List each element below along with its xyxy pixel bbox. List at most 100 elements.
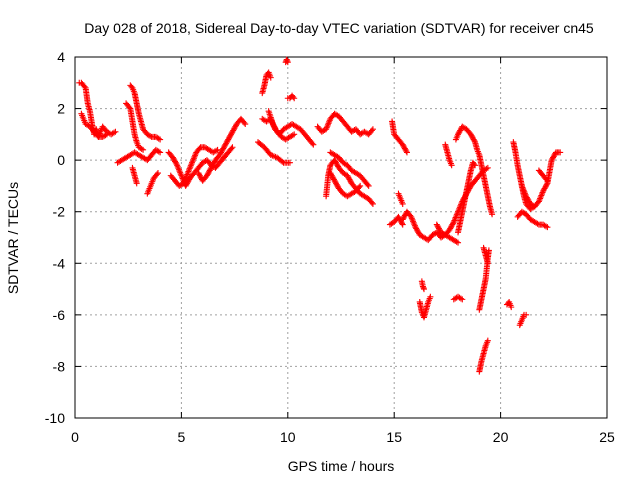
data-point: [489, 211, 496, 218]
data-point: [346, 176, 353, 183]
data-marks: [76, 56, 564, 375]
data-point: [272, 126, 279, 133]
data-track: [395, 190, 406, 207]
data-point: [241, 119, 248, 126]
data-point: [471, 161, 477, 168]
y-tick-label: 4: [57, 49, 65, 65]
data-point: [290, 93, 297, 100]
data-point: [403, 149, 410, 156]
data-point: [227, 132, 234, 139]
data-track: [323, 157, 376, 207]
data-point: [328, 172, 335, 179]
data-point: [334, 182, 341, 189]
data-point: [447, 225, 454, 232]
data-point: [196, 172, 203, 179]
data-track: [416, 293, 434, 321]
data-point: [103, 131, 110, 138]
data-point: [172, 158, 179, 165]
data-point: [328, 171, 335, 178]
data-point: [550, 154, 557, 161]
data-track: [450, 293, 466, 303]
x-tick-label: 10: [280, 429, 296, 445]
data-point: [550, 153, 557, 160]
data-point: [140, 146, 147, 153]
data-point: [126, 104, 133, 111]
data-point: [272, 124, 279, 131]
data-track: [452, 123, 496, 218]
data-point: [333, 180, 340, 187]
data-point: [204, 171, 211, 178]
data-point: [270, 122, 277, 129]
data-track: [514, 208, 551, 231]
data-point: [284, 59, 291, 66]
data-point: [449, 221, 456, 228]
data-track: [516, 311, 530, 329]
data-point: [279, 158, 286, 165]
data-point: [208, 164, 215, 171]
data-point: [203, 172, 210, 179]
data-point: [455, 239, 462, 246]
x-tick-label: 0: [71, 429, 79, 445]
data-point: [549, 155, 556, 162]
data-point: [271, 123, 278, 130]
data-point: [211, 159, 218, 166]
data-point: [523, 193, 530, 200]
data-track: [510, 139, 564, 213]
data-point: [364, 181, 371, 188]
data-point: [557, 149, 564, 156]
data-track: [327, 170, 364, 200]
data-point: [196, 171, 203, 178]
data-point: [525, 198, 532, 205]
data-point: [467, 131, 474, 138]
data-point: [455, 131, 462, 138]
data-point: [220, 145, 227, 152]
chart-title: Day 028 of 2018, Sidereal Day-to-day VTE…: [84, 20, 594, 36]
data-point: [112, 128, 119, 135]
data-point: [448, 222, 455, 229]
data-point: [415, 229, 422, 236]
data-point: [542, 223, 549, 230]
data-point: [399, 200, 406, 207]
data-point: [433, 221, 440, 228]
data-track: [123, 100, 147, 153]
data-point: [171, 157, 178, 164]
data-point: [207, 166, 214, 173]
data-point: [289, 132, 296, 139]
data-point: [544, 224, 551, 231]
x-tick-label: 25: [599, 429, 615, 445]
data-track: [284, 92, 298, 102]
data-point: [226, 133, 233, 140]
data-track: [476, 337, 491, 375]
data-track: [167, 144, 221, 189]
data-point: [356, 184, 363, 191]
data-point: [147, 133, 154, 140]
data-point: [448, 162, 455, 169]
data-point: [472, 162, 479, 169]
data-point: [230, 126, 237, 133]
data-point: [229, 144, 236, 151]
data-point: [309, 140, 316, 147]
data-point: [102, 132, 109, 139]
data-point: [327, 170, 334, 177]
data-point: [369, 126, 376, 133]
data-track: [518, 182, 538, 210]
y-tick-label: -10: [45, 410, 65, 426]
data-point: [523, 194, 530, 201]
data-point: [459, 296, 466, 303]
data-track: [76, 79, 119, 140]
data-point: [543, 176, 550, 183]
data-point: [530, 202, 537, 209]
data-point: [420, 286, 427, 293]
data-point: [220, 144, 227, 151]
data-point: [369, 200, 376, 207]
data-point: [230, 127, 237, 134]
data-point: [206, 168, 213, 175]
data-point: [368, 199, 375, 206]
data-point: [128, 83, 135, 90]
data-point: [331, 157, 338, 164]
data-point: [399, 221, 406, 228]
data-point: [457, 295, 464, 302]
data-point: [267, 74, 274, 81]
data-point: [216, 151, 223, 158]
